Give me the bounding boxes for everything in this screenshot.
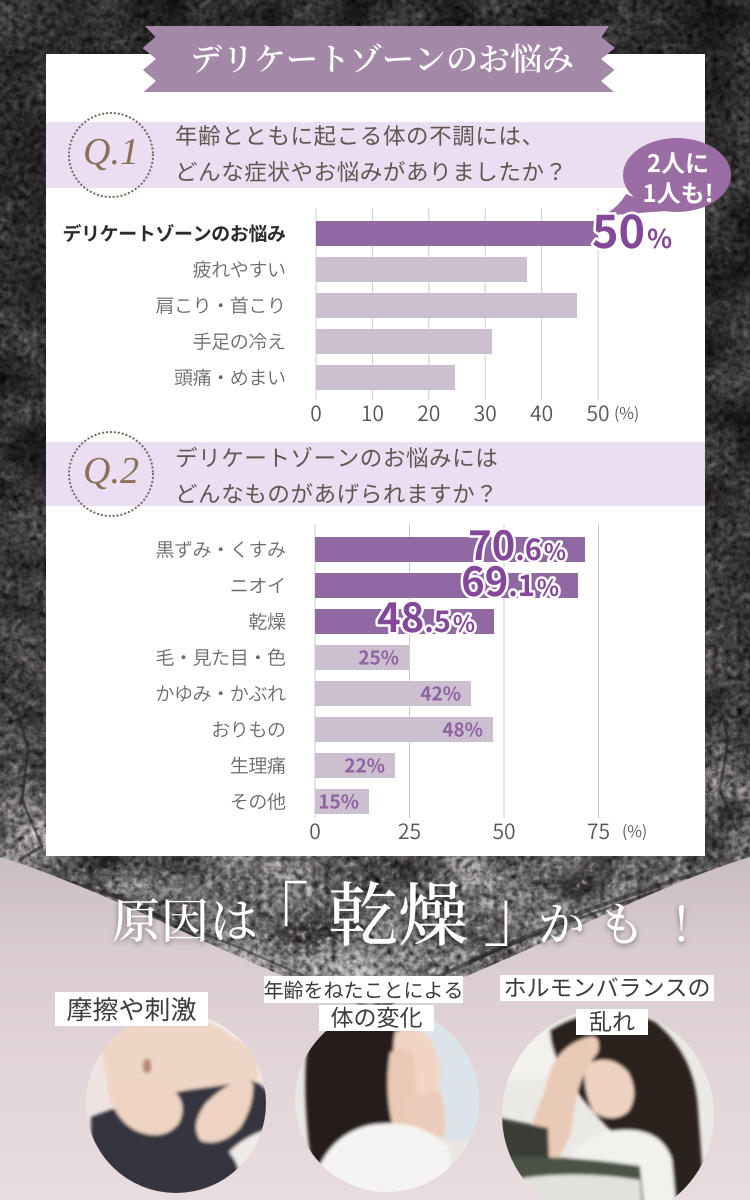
svg-text:Q.1: Q.1 bbox=[83, 131, 139, 173]
svg-text:Q.2: Q.2 bbox=[83, 450, 139, 492]
